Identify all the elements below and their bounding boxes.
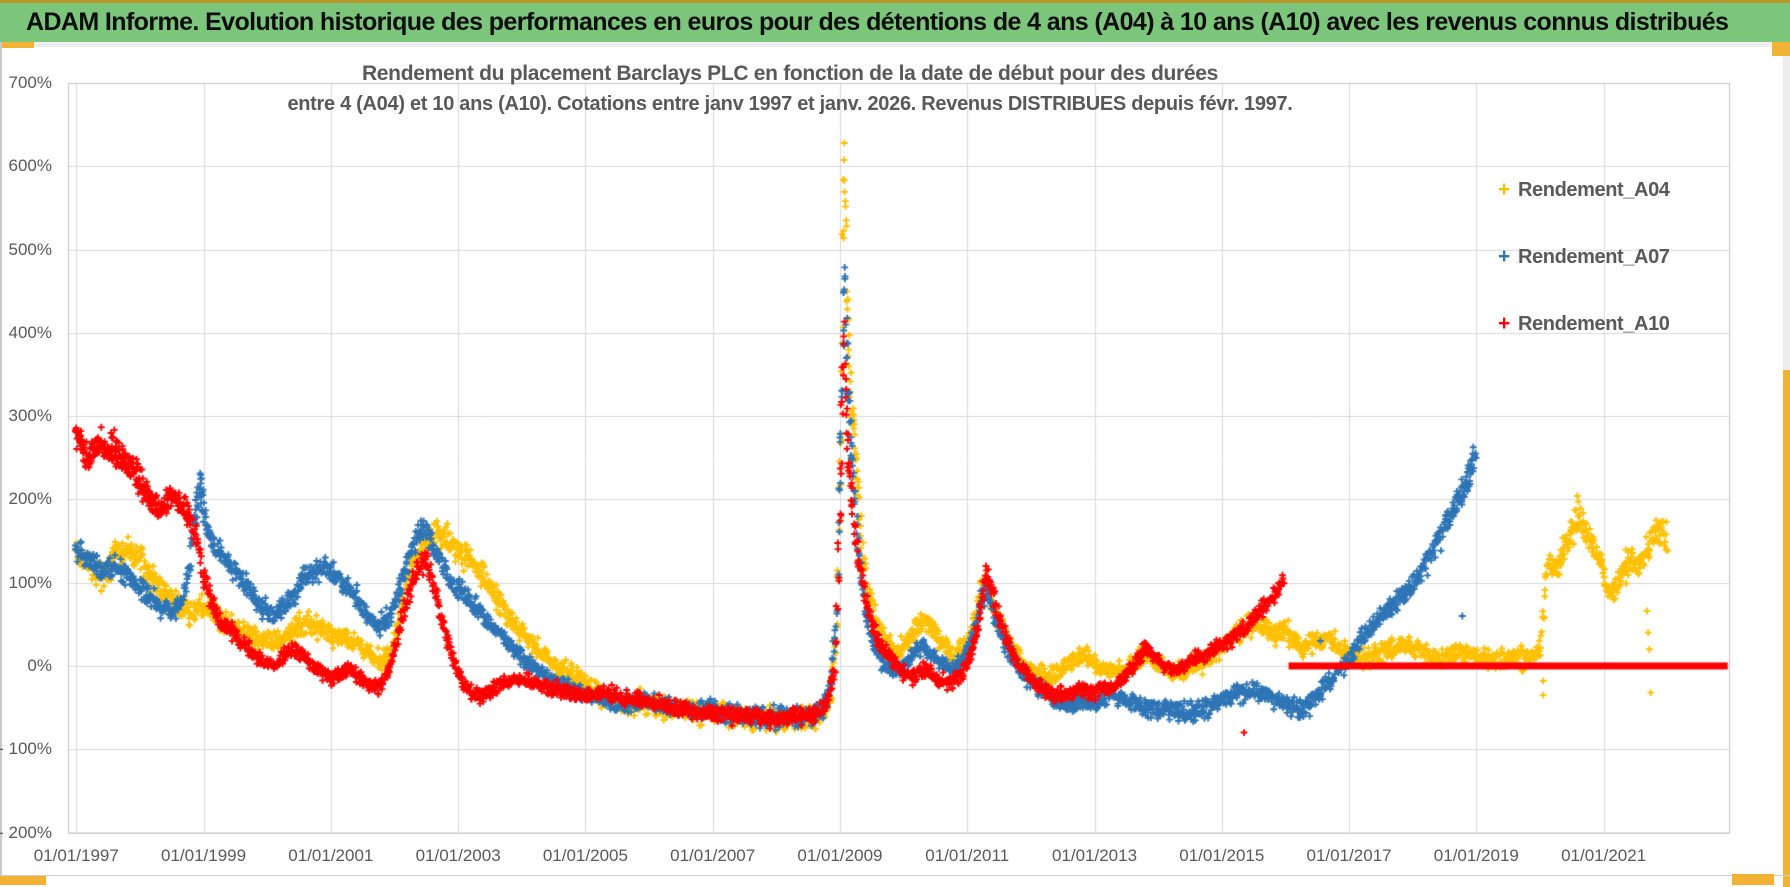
y-tick-label: 300% [8,406,52,426]
legend-plus-marker-icon: + [1498,178,1511,201]
legend-item-rendement_a10: + Rendement_A10 [1498,310,1728,338]
legend-plus-marker-icon: + [1498,245,1511,268]
x-tick-label: 01/01/2021 [1561,846,1647,865]
legend-series-label: Rendement_A04 [1518,178,1670,201]
y-tick-label: 100% [8,572,52,592]
x-tick-label: 01/01/2019 [1433,846,1519,865]
x-tick-label: 01/01/2017 [1306,846,1392,865]
chart-title-line-1: Rendement du placement Barclays PLC en f… [361,62,1219,85]
y-axis: 700% 600% 500% 400% 300% 200% 100% 0% - 100% - 20… [0,0,58,887]
x-tick-label: 01/01/2001 [288,846,374,865]
legend: + Rendement_A04 + Rendement_A07 + Rendement_A… [1498,176,1728,377]
chart-title-line-2: entre 4 (A04) et 10 ans (A10). Cotations… [287,93,1293,115]
x-tick-label: 01/01/2009 [797,846,883,865]
y-tick-label: 700% [8,73,52,92]
x-tick-label: 01/01/2013 [1051,846,1138,865]
y-tick-label: - 200% [0,822,52,842]
x-tick-label: 01/01/2011 [925,846,1010,865]
y-tick-label: - 100% [0,739,52,759]
y-tick-label: 200% [8,489,52,509]
x-tick-label: 01/01/2015 [1179,846,1265,865]
x-tick-label: 01/01/2003 [415,846,501,865]
y-tick-label: 400% [8,322,52,342]
y-tick-label: 600% [8,156,52,176]
x-tick-label: 01/01/2007 [670,846,756,865]
legend-series-label: Rendement_A07 [1518,245,1670,268]
legend-plus-marker-icon: + [1498,312,1511,335]
legend-item-rendement_a04: + Rendement_A04 [1498,176,1728,204]
x-tick-label: 01/01/2005 [542,846,628,865]
y-tick-label: 500% [8,239,52,259]
x-tick-label: 01/01/1999 [161,846,247,865]
x-tick-label: 01/01/1997 [33,846,119,865]
legend-item-rendement_a07: + Rendement_A07 [1498,243,1728,271]
legend-series-label: Rendement_A10 [1518,312,1670,335]
y-tick-label: 0% [27,655,52,675]
chart-title: Rendement du placement Barclays PLC en f… [60,58,1520,120]
